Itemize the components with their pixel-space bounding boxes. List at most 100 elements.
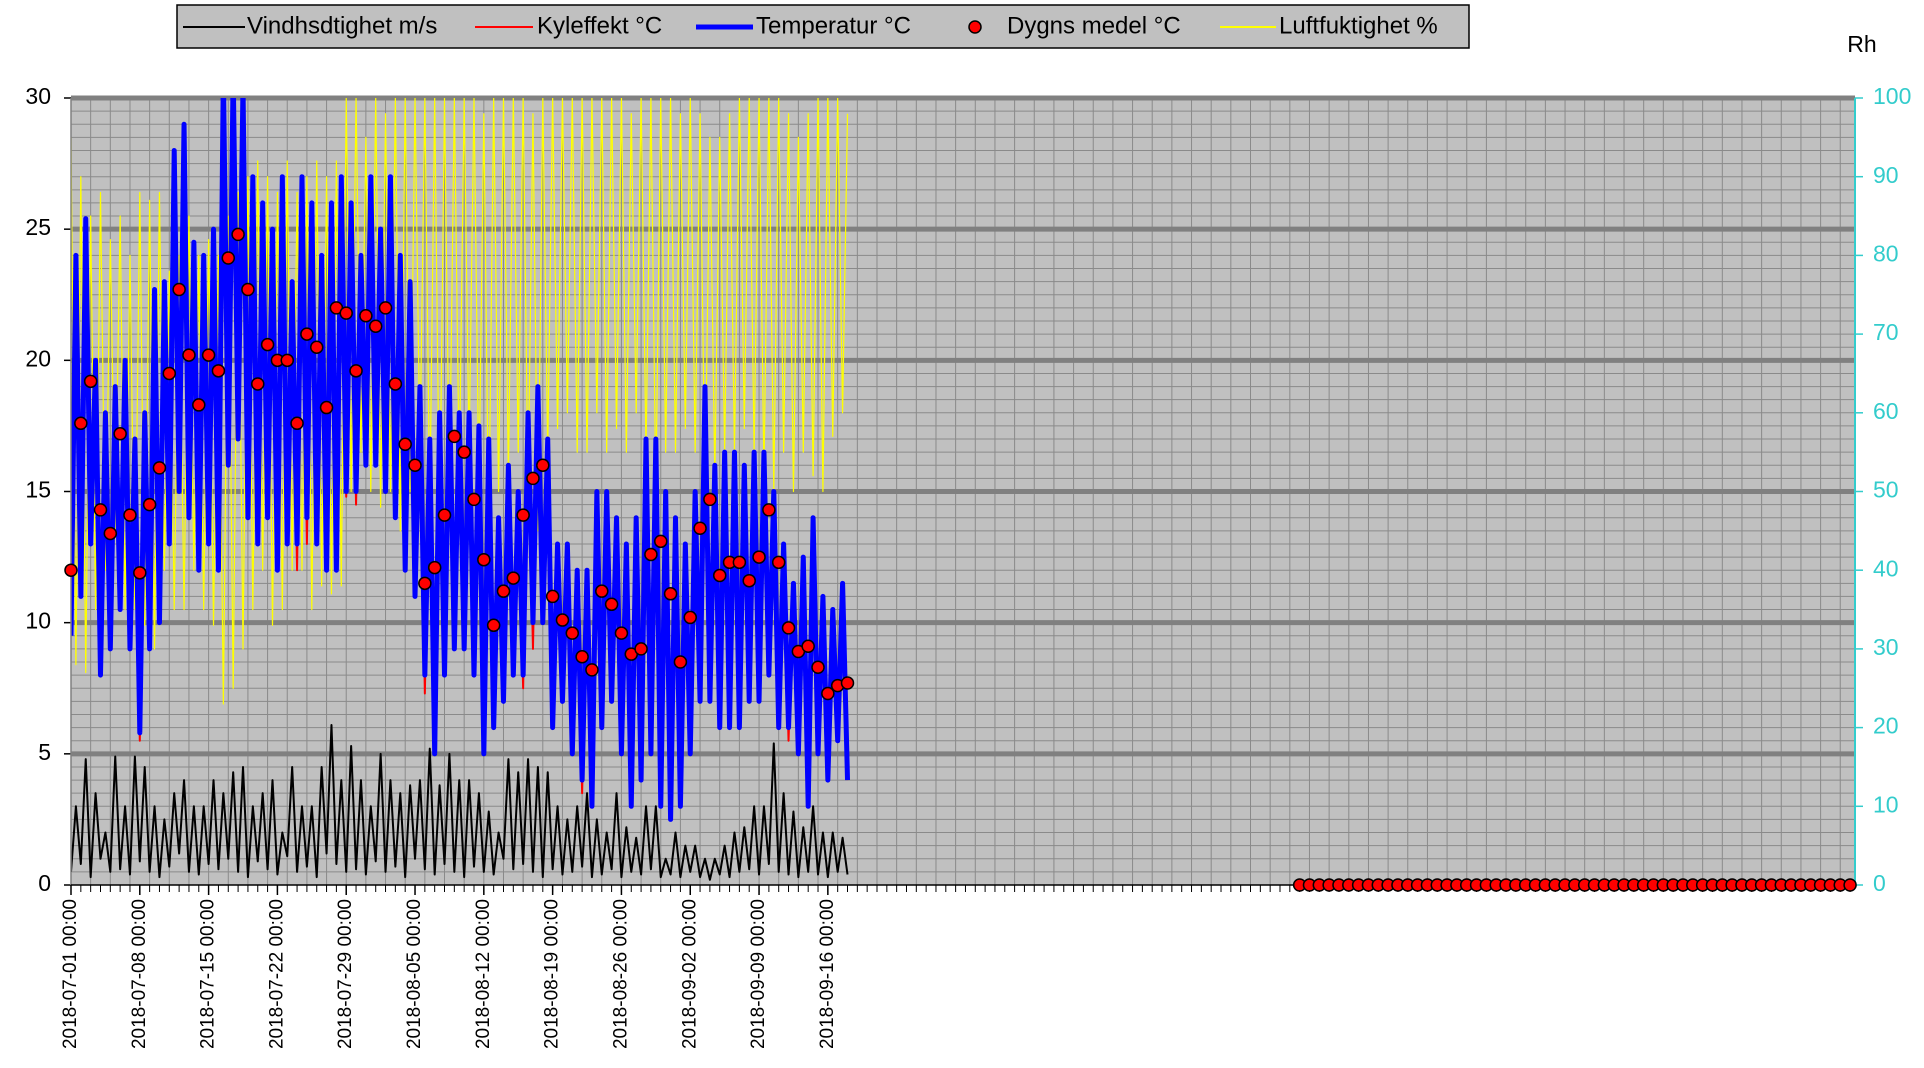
daily-mean-dot	[398, 437, 412, 452]
daily-mean-dot	[526, 471, 540, 486]
x-tick-label: 2018-08-05 00:00	[404, 899, 425, 1049]
daily-mean-dot	[260, 337, 275, 352]
daily-mean-dot	[732, 555, 747, 570]
daily-mean-dot	[496, 584, 511, 598]
daily-mean-dot	[703, 492, 717, 507]
y-tick-label: 5	[38, 739, 51, 765]
series-line	[71, 723, 849, 881]
legend-label: Kyleffekt °C	[537, 12, 662, 39]
daily-mean-dot	[683, 610, 697, 625]
y2-tick-label: 0	[1873, 870, 1886, 896]
y2-tick-label: 60	[1873, 398, 1899, 424]
x-tick-label: 2018-07-22 00:00	[266, 899, 287, 1049]
daily-mean-dot	[408, 458, 422, 473]
daily-mean-dot	[241, 282, 255, 297]
daily-mean-dot	[221, 251, 236, 265]
daily-mean-dot	[211, 364, 226, 378]
daily-mean-dot	[840, 676, 855, 690]
daily-mean-dot	[811, 660, 825, 675]
daily-mean-dot	[654, 534, 668, 549]
y-tick-label: 0	[38, 870, 51, 896]
daily-mean-dot	[604, 597, 619, 612]
y-tick-label: 20	[25, 345, 51, 371]
y2-tick-label: 10	[1873, 791, 1899, 817]
daily-mean-dot	[418, 576, 432, 591]
daily-mean-dot	[192, 398, 206, 412]
daily-mean-dot	[771, 555, 786, 570]
daily-mean-dot	[231, 227, 245, 242]
daily-mean-dot	[349, 364, 363, 378]
daily-mean-dot	[368, 319, 383, 333]
daily-mean-dot	[142, 497, 157, 512]
x-tick-label: 2018-08-19 00:00	[542, 899, 563, 1049]
axes: 0 5 10 15 20 25 30 0 10 20 30 40 50 60 70 80 90 100 2018-0…	[25, 83, 1911, 1049]
daily-mean-dot	[1843, 878, 1857, 892]
plot-marks	[71, 98, 851, 881]
daily-mean-dot	[595, 584, 609, 598]
y2-tick-label: 70	[1873, 319, 1899, 345]
daily-mean-dot	[388, 377, 403, 391]
x-tick-label: 2018-08-12 00:00	[473, 899, 494, 1049]
daily-mean-dot	[614, 626, 629, 640]
daily-mean-dot	[251, 377, 265, 391]
x-tick-label: 2018-09-09 00:00	[748, 899, 769, 1049]
y2-tick-label: 30	[1873, 634, 1899, 660]
y2-tick-label: 50	[1873, 477, 1899, 503]
daily-mean-dot	[74, 416, 88, 431]
x-tick-label: 2018-08-26 00:00	[610, 899, 631, 1049]
daily-mean-dot	[152, 461, 167, 475]
daily-mean-dot	[545, 589, 560, 604]
daily-mean-dot	[585, 663, 599, 677]
series-line	[71, 98, 851, 822]
daily-mean-dot	[516, 508, 530, 522]
major-grid	[71, 95, 1855, 757]
daily-mean-dot	[673, 655, 688, 669]
daily-mean-dot	[427, 560, 442, 575]
y2-tick-label: 90	[1873, 162, 1899, 188]
daily-mean-dot	[319, 400, 334, 415]
daily-mean-dot	[712, 568, 727, 583]
x-tick-label: 2018-07-15 00:00	[198, 899, 219, 1049]
y2-tick-label: 20	[1873, 713, 1899, 739]
x-tick-label: 2018-07-01 00:00	[60, 899, 81, 1049]
daily-mean-dot	[801, 639, 815, 654]
y2-axis-label: Rh	[1847, 31, 1876, 57]
daily-mean-dot	[83, 374, 98, 389]
y2-tick-label: 40	[1873, 555, 1899, 581]
legend-symbol	[968, 20, 982, 34]
daily-mean-dot	[634, 642, 648, 656]
daily-mean-dot	[437, 508, 452, 522]
daily-mean-dot	[752, 550, 766, 564]
daily-mean-dot	[555, 613, 570, 627]
daily-mean-dot	[663, 587, 678, 601]
legend: Vindhsdtighet m/s Kyleffekt °C Temperatur …	[176, 4, 1470, 49]
daily-mean-dot	[64, 563, 78, 577]
daily-mean-dot	[290, 416, 304, 431]
daily-mean-dot	[467, 492, 481, 507]
daily-mean-dot	[742, 573, 756, 588]
daily-mean-dot	[506, 571, 521, 585]
daily-mean-dot	[644, 547, 658, 562]
daily-mean-dot	[182, 348, 196, 362]
daily-mean-dot	[378, 301, 393, 315]
daily-mean-dot	[103, 526, 118, 541]
daily-mean-dot	[309, 340, 324, 354]
daily-mean-dot	[93, 503, 108, 517]
y-tick-label: 25	[25, 214, 51, 240]
daily-mean-dot	[162, 366, 177, 381]
daily-mean-dot	[359, 308, 373, 323]
y2-tick-label: 100	[1873, 83, 1911, 109]
daily-mean-dot	[201, 348, 216, 362]
x-tick-label: 2018-09-16 00:00	[817, 899, 838, 1049]
daily-mean-dot	[457, 445, 471, 459]
daily-mean-dot	[300, 327, 314, 341]
daily-mean-dot	[447, 429, 462, 444]
daily-mean-dot	[113, 427, 127, 441]
legend-label: Dygns medel °C	[1007, 12, 1181, 39]
x-tick-label: 2018-09-02 00:00	[679, 899, 700, 1049]
daily-mean-dot	[123, 508, 137, 522]
daily-mean-dot	[781, 621, 796, 635]
y-tick-label: 15	[25, 477, 51, 503]
